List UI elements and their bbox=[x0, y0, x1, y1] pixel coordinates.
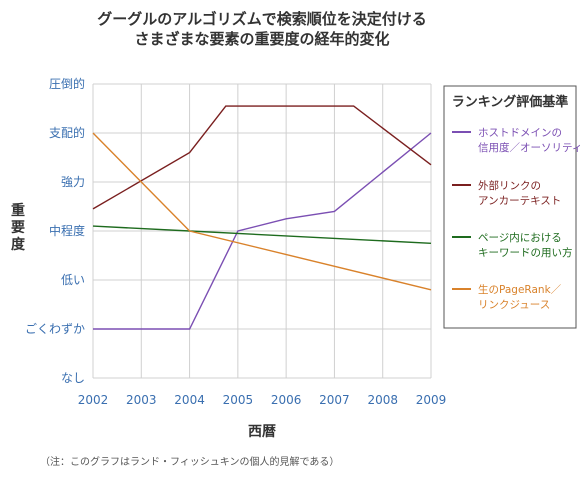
x-axis-label: 西暦 bbox=[248, 424, 276, 440]
x-tick-label: 2004 bbox=[174, 393, 205, 407]
series-line bbox=[92, 225, 432, 244]
legend-label: 外部リンクの bbox=[478, 179, 541, 192]
x-axis-ticks: 2002 2003 2004 2005 2006 2007 2008 2009 bbox=[78, 393, 447, 407]
y-axis-label-char: 重 bbox=[11, 202, 25, 219]
series-line bbox=[93, 132, 432, 330]
y-tick-label: 中程度 bbox=[49, 223, 85, 238]
series-line bbox=[92, 132, 432, 291]
legend-label: ページ内における bbox=[478, 231, 562, 244]
footnote: （注：このグラフはランド・フィッシュキンの個人的見解である） bbox=[40, 455, 339, 468]
y-axis-ticks: なし ごくわずか 低い 中程度 強力 支配的 圧倒的 bbox=[25, 76, 85, 385]
y-tick-label: 低い bbox=[61, 273, 85, 287]
legend-label: リンクジュース bbox=[478, 299, 550, 311]
y-tick-label: 支配的 bbox=[49, 125, 85, 140]
grid bbox=[92, 83, 432, 379]
y-axis-label: 重 要 度 bbox=[11, 202, 26, 253]
legend-label: 信用度／オーソリティ bbox=[478, 141, 580, 154]
legend-label: 生のPageRank／ bbox=[478, 283, 562, 296]
legend-label: ホストドメインの bbox=[478, 127, 562, 139]
y-tick-label: 圧倒的 bbox=[49, 76, 85, 91]
legend: ランキング評価基準 ホストドメインの信用度／オーソリティ外部リンクのアンカーテキ… bbox=[443, 85, 580, 329]
y-axis-label-char: 度 bbox=[11, 236, 26, 253]
x-tick-label: 2008 bbox=[367, 393, 398, 407]
x-tick-label: 2009 bbox=[416, 393, 447, 407]
legend-title: ランキング評価基準 bbox=[452, 94, 569, 110]
x-tick-label: 2002 bbox=[78, 393, 109, 407]
x-tick-label: 2006 bbox=[271, 393, 302, 407]
x-tick-label: 2003 bbox=[126, 393, 157, 407]
legend-label: キーワードの用い方 bbox=[478, 246, 573, 259]
x-tick-label: 2005 bbox=[223, 393, 254, 407]
y-tick-label: ごくわずか bbox=[25, 321, 85, 336]
chart-title-line-1: グーグルのアルゴリズムで検索順位を決定付ける bbox=[97, 10, 427, 28]
series-lines bbox=[92, 105, 432, 330]
legend-box bbox=[443, 85, 577, 329]
legend-items: ホストドメインの信用度／オーソリティ外部リンクのアンカーテキストページ内における… bbox=[452, 127, 580, 311]
x-tick-label: 2007 bbox=[319, 393, 350, 407]
legend-label: アンカーテキスト bbox=[478, 195, 561, 207]
series-line bbox=[92, 105, 432, 210]
y-tick-label: 強力 bbox=[61, 175, 85, 189]
y-tick-label: なし bbox=[61, 371, 85, 385]
y-axis-label-char: 要 bbox=[11, 220, 25, 236]
chart-title-line-2: さまざまな要素の重要度の経年的変化 bbox=[134, 30, 389, 48]
chart-title: グーグルのアルゴリズムで検索順位を決定付ける さまざまな要素の重要度の経年的変化 bbox=[97, 10, 427, 48]
